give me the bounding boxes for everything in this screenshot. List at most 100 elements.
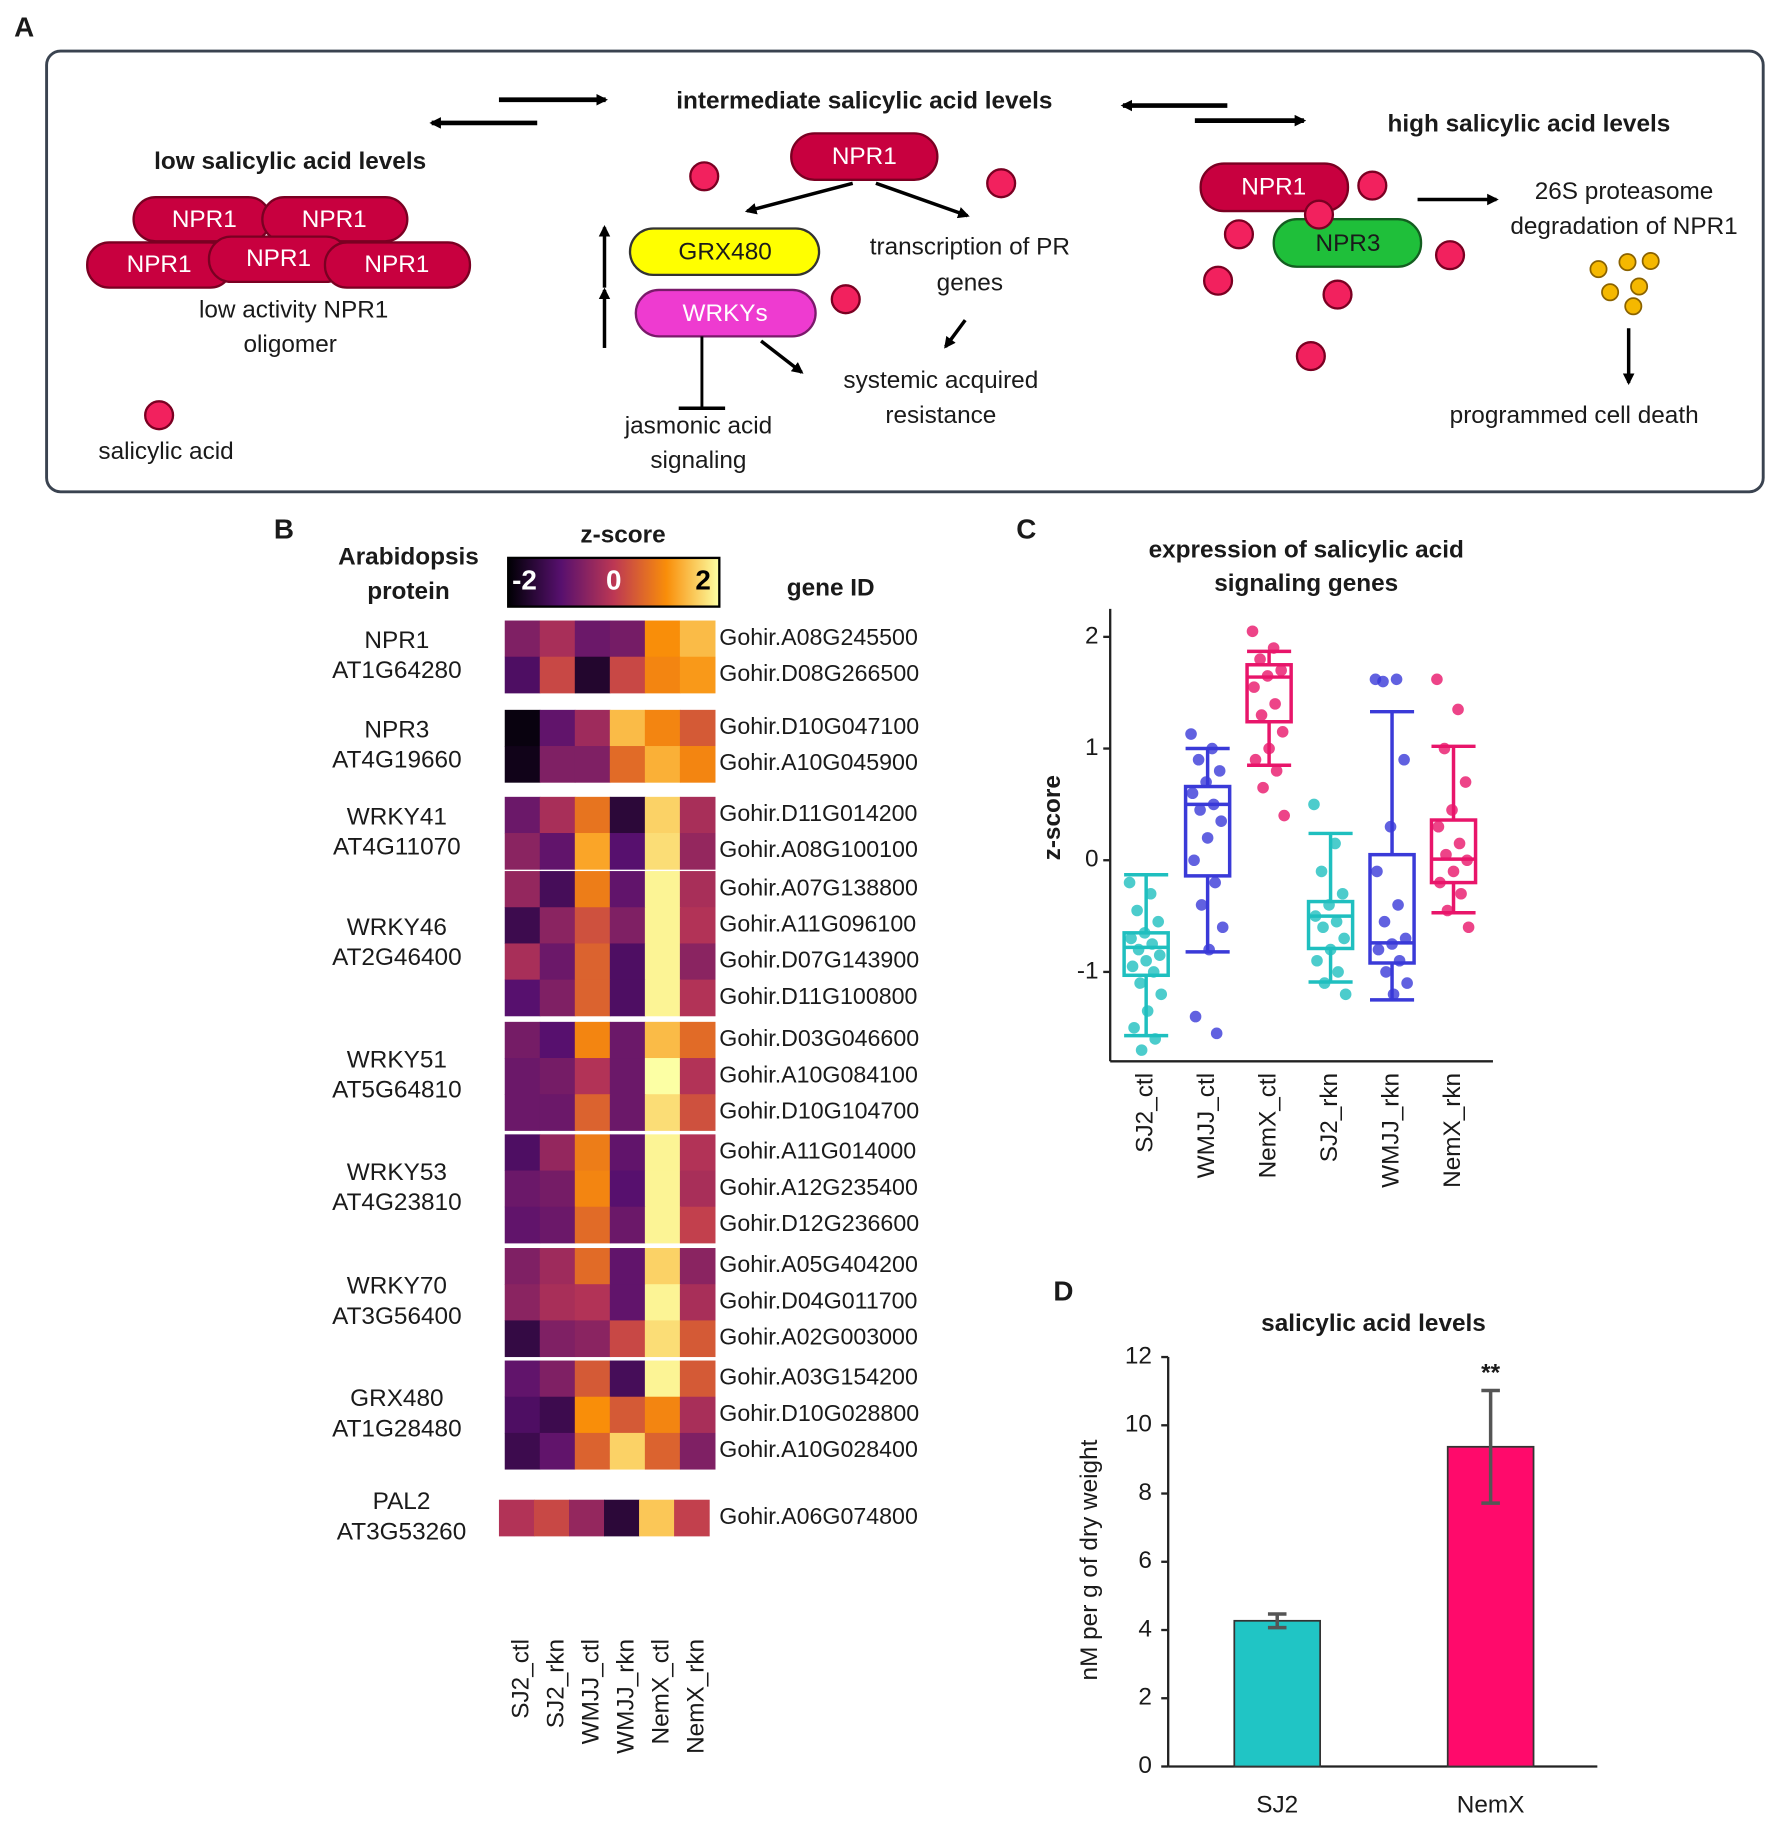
- heatmap-cell: [498, 1499, 535, 1537]
- data-point: [1215, 815, 1227, 827]
- heatmap-cell: [679, 871, 716, 908]
- data-point: [1380, 966, 1392, 978]
- y-tick-label: 8: [1138, 1479, 1152, 1506]
- data-point: [1332, 966, 1344, 978]
- heatmap-cell: [574, 1058, 611, 1095]
- heatmap-cell: [574, 1170, 611, 1208]
- heatmap-cell: [609, 1058, 646, 1095]
- y-tick-label: -1: [1077, 957, 1099, 984]
- heatmap-cell: [679, 1432, 716, 1470]
- data-point: [1401, 977, 1413, 989]
- data-point: [1459, 776, 1472, 788]
- protein-label: NPR1: [127, 251, 192, 278]
- heatmap-cell: [574, 1432, 611, 1470]
- heatmap-cell: [574, 1320, 611, 1358]
- heatmap-cell: [609, 1396, 646, 1434]
- heatmap-cell: [504, 620, 541, 658]
- data-point: [1263, 742, 1275, 755]
- gene-label: Gohir.D07G143900: [719, 947, 919, 973]
- column-label: WMJJ_ctl: [578, 1639, 605, 1744]
- panel-frame: [45, 49, 1765, 494]
- heatmap-cell: [574, 907, 611, 944]
- data-point: [1462, 921, 1475, 934]
- gene-label: Gohir.D08G266500: [719, 660, 919, 686]
- heatmap-cell: [644, 746, 681, 783]
- x-tick-label: SJ2_rkn: [1316, 1073, 1343, 1162]
- data-point: [1134, 977, 1146, 989]
- heatmap-cell: [609, 1206, 646, 1244]
- heatmap-cell: [679, 620, 716, 658]
- locus-label: AT1G64280: [332, 657, 461, 684]
- heatmap-cell: [644, 656, 681, 694]
- data-point: [1152, 915, 1165, 928]
- heatmap-cell: [533, 1499, 570, 1537]
- gene-label: Gohir.A10G084100: [719, 1061, 918, 1087]
- data-point: [1386, 938, 1398, 950]
- colorbar-tick-label: -2: [512, 565, 537, 596]
- heatmap-cell: [644, 1432, 681, 1470]
- heatmap-cell: [504, 1134, 541, 1172]
- heatmap-cell: [609, 796, 646, 834]
- heatmap-cell: [674, 1499, 710, 1537]
- heatmap-cell: [609, 656, 646, 694]
- salicylic-acid-icon: [1434, 240, 1466, 271]
- heatmap-cell: [504, 1284, 541, 1321]
- gene-label: Gohir.A08G100100: [719, 836, 918, 862]
- heatmap-cell: [609, 1284, 646, 1321]
- column-label: NemX_rkn: [683, 1639, 710, 1754]
- heatmap-cell: [504, 1170, 541, 1208]
- caption: oligomer: [243, 331, 336, 358]
- heatmap-cell: [539, 709, 576, 747]
- heatmap-cell: [574, 943, 611, 981]
- heatmap-cell: [679, 979, 716, 1017]
- heatmap-cell: [539, 1170, 576, 1208]
- data-point: [1207, 798, 1220, 811]
- heatmap-cell: [504, 833, 541, 870]
- data-point: [1434, 876, 1446, 889]
- heatmap-cell: [679, 1058, 716, 1095]
- gene-label: Gohir.D04G011700: [719, 1287, 917, 1313]
- arrow: [875, 181, 970, 219]
- caption: low activity NPR1: [199, 296, 388, 323]
- salicylic-acid-icon: [1223, 219, 1255, 250]
- y-axis-label: z-score: [1039, 775, 1066, 860]
- heatmap-cell: [609, 1360, 646, 1398]
- protein-pill: [628, 227, 821, 277]
- data-point: [1317, 921, 1329, 934]
- heatmap-cell: [504, 709, 541, 747]
- data-point: [1309, 910, 1322, 922]
- heatmap-cell: [539, 1320, 576, 1358]
- data-point: [1140, 954, 1152, 967]
- label: degradation of NPR1: [1510, 213, 1737, 240]
- data-point: [1315, 865, 1328, 878]
- heatmap-cell: [504, 979, 541, 1017]
- heatmap-cell: [574, 833, 611, 870]
- heatmap-cell: [574, 620, 611, 658]
- heatmap-cell: [609, 709, 646, 747]
- data-point: [1438, 742, 1451, 755]
- protein-label: NPR1: [364, 627, 429, 654]
- arrow: [760, 339, 804, 374]
- heatmap-cell: [644, 1206, 681, 1244]
- gene-label: Gohir.A06G074800: [719, 1503, 918, 1529]
- heatmap-cell: [604, 1499, 640, 1537]
- data-point: [1189, 1010, 1202, 1023]
- heatmap-cell: [679, 1396, 716, 1434]
- salicylic-acid-icon: [1357, 170, 1388, 201]
- protein-pill: [323, 241, 472, 289]
- data-point: [1125, 932, 1137, 945]
- heatmap-cell: [574, 796, 611, 834]
- heatmap-cell: [539, 1094, 576, 1131]
- data-point: [1330, 915, 1343, 928]
- heatmap-cell: [644, 796, 681, 834]
- panel-letter: C: [1016, 514, 1036, 545]
- protein-pill: [1199, 162, 1350, 213]
- salicylic-acid-icon: [1202, 265, 1234, 296]
- data-point: [1149, 1033, 1161, 1045]
- heatmap-cell: [609, 1432, 646, 1470]
- data-point: [1453, 837, 1466, 850]
- panel-letter: B: [274, 514, 294, 545]
- salicylic-acid-cluster: [1202, 170, 1466, 372]
- bar: [1233, 1619, 1322, 1768]
- row-header: protein: [367, 578, 450, 605]
